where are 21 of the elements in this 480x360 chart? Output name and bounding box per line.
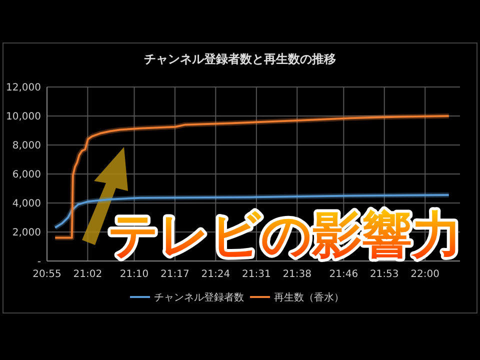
legend-label: チャンネル登録者数 [154, 292, 244, 304]
x-tick-label: 20:55 [32, 269, 62, 280]
x-tick-label: 21:17 [160, 269, 190, 280]
y-tick-label: 6,000 [12, 170, 41, 180]
x-tick-label: 21:38 [282, 269, 312, 280]
x-tick-label: 21:31 [242, 269, 271, 280]
y-tick-label: 4,000 [12, 198, 41, 210]
x-tick-label: 22:00 [410, 269, 440, 280]
y-tick-label: - [37, 256, 42, 268]
y-tick-label: 12,000 [6, 82, 41, 94]
y-tick-label: 8,000 [12, 140, 41, 152]
chart-title: チャンネル登録者数と再生数の推移 [144, 52, 336, 66]
x-tick-label: 21:02 [73, 269, 102, 280]
x-tick-label: 21:53 [370, 269, 399, 280]
y-tick-label: 10,000 [6, 112, 41, 122]
legend-label: 再生数（香水） [274, 292, 344, 304]
x-tick-label: 21:46 [329, 269, 358, 280]
y-tick-label: 2,000 [12, 228, 41, 238]
x-tick-label: 21:10 [120, 269, 149, 280]
annotation: テレビの影響力 [108, 206, 462, 264]
x-tick-label: 21:24 [201, 269, 230, 280]
